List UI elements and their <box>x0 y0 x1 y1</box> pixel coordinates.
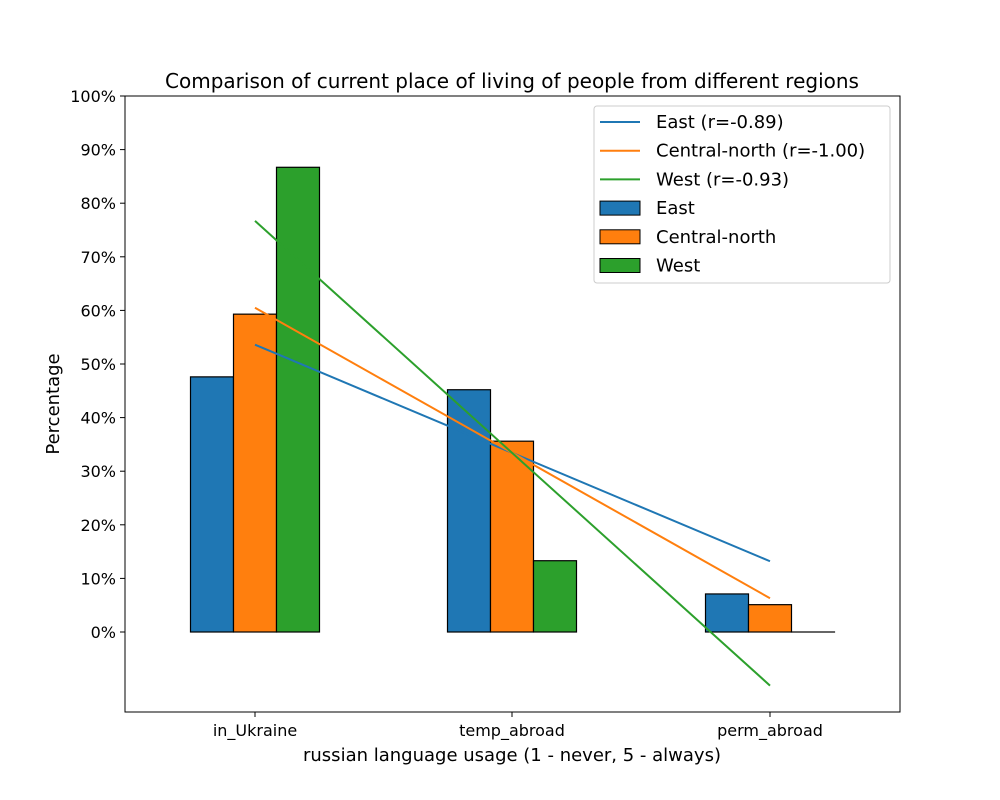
bar-central-north-temp-abroad <box>489 440 535 633</box>
y-axis-label: Percentage <box>43 353 64 454</box>
y-tick-label: 0% <box>91 623 116 642</box>
legend-bar-swatch <box>599 258 641 273</box>
bar-central-north-perm-abroad <box>747 604 793 633</box>
y-tick-label: 10% <box>80 569 116 588</box>
legend-bar-swatch <box>599 200 641 216</box>
x-axis: in_Ukraine temp_abroad perm_abroad <box>213 712 823 741</box>
x-axis-label: russian language usage (1 - never, 5 - a… <box>303 745 721 766</box>
legend-entry-label: Central-north <box>656 227 776 248</box>
y-tick-label: 100% <box>70 87 116 106</box>
legend-bar-swatch <box>599 229 641 245</box>
y-tick-label: 40% <box>80 409 116 428</box>
bar-west-in-ukraine <box>275 166 321 633</box>
bar-central-north-in-ukraine <box>232 313 278 633</box>
x-tick-label: temp_abroad <box>459 721 565 741</box>
bar-east-in-ukraine <box>189 376 235 633</box>
x-tick-label: perm_abroad <box>717 721 823 741</box>
legend-entry-label: Central-north (r=-1.00) <box>656 141 865 162</box>
y-axis: 0% 10% 20% 30% 40% 50% 60% 70% 80% 90% 100% <box>70 87 125 642</box>
y-tick-label: 80% <box>80 194 116 213</box>
y-tick-label: 60% <box>80 301 116 320</box>
trend-line-west <box>254 220 771 687</box>
legend: East (r=-0.89) Central-north (r=-1.00) Wes… <box>593 105 891 284</box>
legend-entry-label: West (r=-0.93) <box>656 169 789 190</box>
bar-west-temp-abroad <box>532 560 578 633</box>
y-tick-label: 90% <box>80 141 116 160</box>
legend-entry-label: West <box>656 256 700 277</box>
chart-title: Comparison of current place of living of… <box>165 69 859 93</box>
legend-entry-label: East <box>656 198 695 219</box>
y-tick-label: 50% <box>80 355 116 374</box>
x-tick-label: in_Ukraine <box>213 721 297 741</box>
plot-area <box>189 166 836 687</box>
legend-entry-label: East (r=-0.89) <box>656 112 784 133</box>
y-tick-label: 20% <box>80 516 116 535</box>
y-tick-label: 30% <box>80 462 116 481</box>
legend-box <box>593 105 891 284</box>
bar-east-perm-abroad <box>704 593 750 633</box>
y-tick-label: 70% <box>80 248 116 267</box>
bar-east-temp-abroad <box>446 389 492 633</box>
